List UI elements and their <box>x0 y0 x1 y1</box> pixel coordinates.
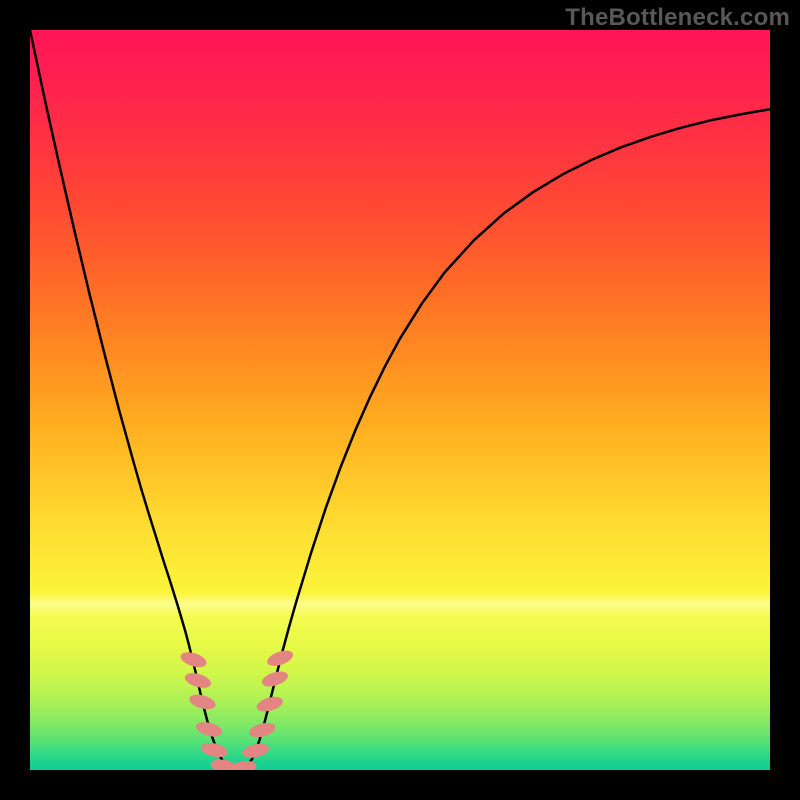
chart-stage: TheBottleneck.com <box>0 0 800 800</box>
marker-group <box>179 648 294 770</box>
marker-point <box>188 693 216 712</box>
curve-layer <box>30 30 770 770</box>
marker-point <box>195 720 223 738</box>
marker-point <box>184 671 212 690</box>
plot-area <box>30 30 770 770</box>
bottleneck-curve <box>30 30 770 770</box>
marker-point <box>248 721 276 739</box>
marker-point <box>256 695 284 714</box>
watermark-text: TheBottleneck.com <box>565 4 790 32</box>
marker-point <box>242 742 270 760</box>
marker-point <box>229 760 257 770</box>
marker-point <box>200 741 228 759</box>
